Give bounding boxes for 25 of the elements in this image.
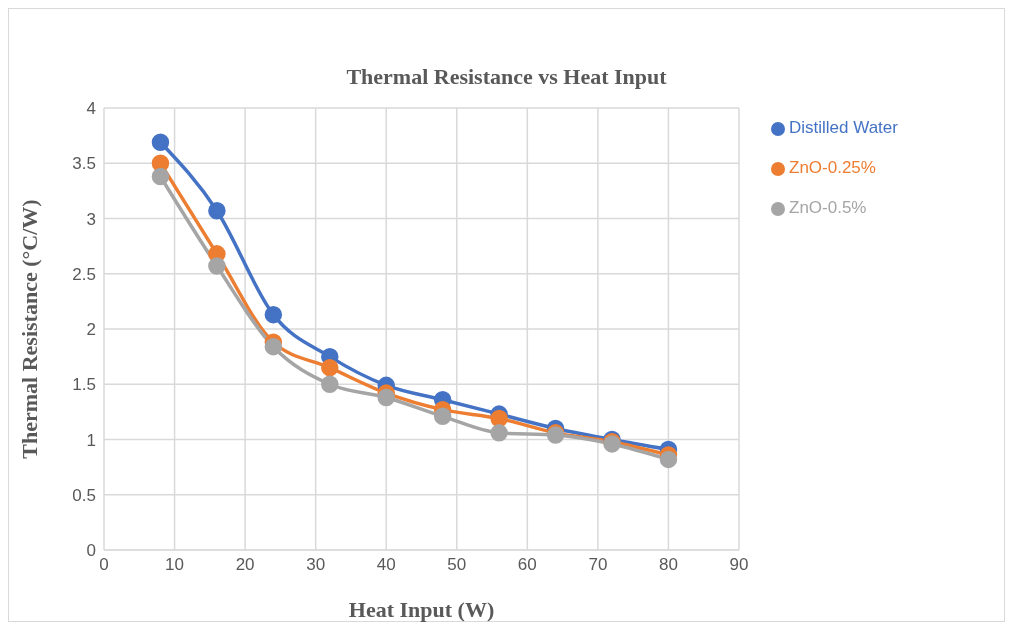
x-tick-label: 20 (235, 555, 255, 575)
x-tick-label: 70 (588, 555, 608, 575)
y-tick-label: 2.5 (72, 264, 96, 284)
x-tick-label: 30 (306, 555, 326, 575)
y-tick-label: 2 (86, 320, 96, 340)
y-tick-label: 3 (86, 209, 96, 229)
y-tick-label: 1.5 (72, 375, 96, 395)
x-tick-label: 50 (447, 555, 467, 575)
legend-label: Distilled Water (789, 118, 898, 137)
x-tick-label: 90 (729, 555, 749, 575)
legend-label: ZnO-0.25% (789, 158, 876, 177)
y-tick-label: 1 (86, 430, 96, 450)
y-tick-label: 0 (86, 541, 96, 561)
x-tick-label: 60 (517, 555, 537, 575)
y-tick-label: 4 (86, 99, 96, 119)
x-tick-label: 40 (376, 555, 396, 575)
x-tick-label: 10 (165, 555, 185, 575)
chart-title: Thermal Resistance vs Heat Input (345, 64, 668, 90)
y-tick-label: 0.5 (72, 485, 96, 505)
x-axis-title: Heat Input (W) (348, 597, 495, 622)
x-tick-label: 80 (658, 555, 678, 575)
y-axis-title: Thermal Resistance (°C/W) (16, 199, 42, 459)
legend-label: ZnO-0.5% (789, 198, 867, 217)
x-tick-label: 0 (99, 555, 109, 575)
y-tick-label: 3.5 (72, 154, 96, 174)
